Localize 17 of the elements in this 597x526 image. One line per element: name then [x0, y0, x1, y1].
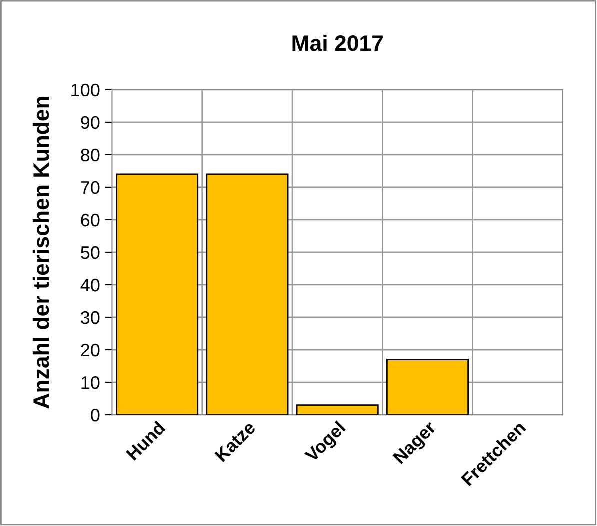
bar — [206, 174, 289, 416]
bar — [386, 359, 470, 416]
y-tick-label: 70 — [81, 181, 100, 194]
y-axis-title: Anzahl der tierischen Kunden — [32, 97, 50, 409]
y-tick-label: 100 — [72, 84, 100, 97]
y-tick-label: 20 — [81, 344, 100, 357]
y-tick-label: 30 — [81, 311, 100, 324]
y-tick-label: 60 — [81, 214, 100, 227]
y-tick-label: 0 — [91, 408, 100, 422]
y-tick-label: 80 — [81, 148, 100, 162]
bar — [116, 174, 199, 416]
y-tick-label: 50 — [81, 246, 100, 260]
bar — [296, 404, 379, 416]
y-tick-label: 40 — [80, 278, 100, 292]
y-tick-label: 10 — [82, 376, 100, 390]
chart-title: Mai 2017 — [292, 34, 383, 52]
y-tick-label: 90 — [81, 116, 100, 130]
